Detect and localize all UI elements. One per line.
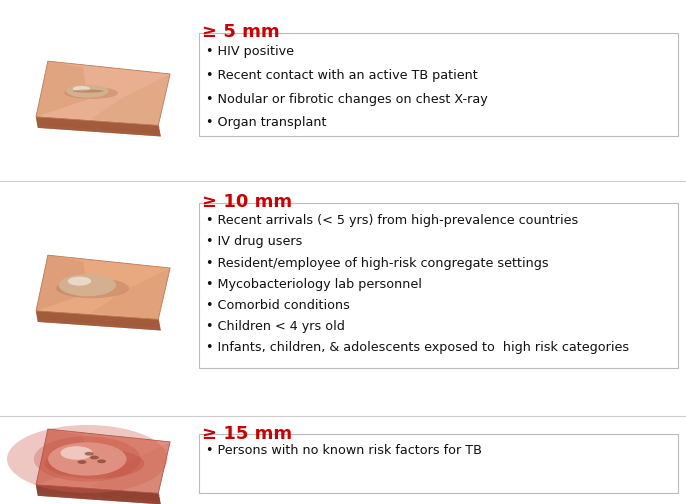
Polygon shape [36, 117, 161, 137]
FancyBboxPatch shape [199, 203, 678, 368]
Ellipse shape [68, 277, 91, 286]
Ellipse shape [78, 460, 86, 464]
Polygon shape [36, 311, 161, 331]
Text: • Recent contact with an active TB patient: • Recent contact with an active TB patie… [206, 69, 477, 82]
Ellipse shape [97, 460, 106, 463]
Polygon shape [36, 117, 161, 128]
Ellipse shape [60, 446, 93, 460]
Polygon shape [36, 311, 161, 322]
Polygon shape [36, 485, 161, 496]
Polygon shape [36, 117, 161, 137]
Polygon shape [36, 485, 161, 501]
Polygon shape [91, 268, 170, 320]
Polygon shape [36, 117, 161, 131]
Polygon shape [36, 255, 170, 320]
Polygon shape [36, 117, 161, 134]
Polygon shape [36, 429, 87, 485]
Text: ≥ 5 mm: ≥ 5 mm [202, 23, 280, 41]
Text: • Persons with no known risk factors for TB: • Persons with no known risk factors for… [206, 444, 482, 457]
Polygon shape [36, 61, 87, 117]
Polygon shape [36, 429, 170, 493]
Polygon shape [91, 74, 170, 125]
Ellipse shape [58, 274, 116, 296]
FancyBboxPatch shape [199, 434, 678, 493]
Ellipse shape [56, 278, 129, 298]
Text: ≥ 10 mm: ≥ 10 mm [202, 193, 292, 211]
Ellipse shape [45, 449, 144, 479]
Text: • Resident/employee of high-risk congregate settings: • Resident/employee of high-risk congreg… [206, 257, 548, 270]
Text: • Organ transplant: • Organ transplant [206, 116, 327, 130]
Polygon shape [36, 485, 161, 504]
Ellipse shape [73, 90, 104, 93]
Polygon shape [36, 311, 161, 328]
Ellipse shape [90, 456, 99, 460]
Polygon shape [91, 442, 170, 493]
Text: • Recent arrivals (< 5 yrs) from high-prevalence countries: • Recent arrivals (< 5 yrs) from high-pr… [206, 214, 578, 227]
Polygon shape [36, 311, 161, 331]
Text: ≥ 15 mm: ≥ 15 mm [202, 425, 292, 443]
Polygon shape [36, 485, 161, 504]
Ellipse shape [73, 86, 90, 91]
FancyBboxPatch shape [199, 33, 678, 136]
Text: • IV drug users: • IV drug users [206, 235, 302, 248]
Ellipse shape [64, 87, 118, 99]
Text: • Children < 4 yrs old: • Children < 4 yrs old [206, 320, 344, 333]
Ellipse shape [84, 452, 93, 456]
Polygon shape [36, 255, 87, 311]
Ellipse shape [48, 443, 126, 476]
Ellipse shape [66, 85, 108, 98]
Polygon shape [36, 61, 170, 125]
Text: • Infants, children, & adolescents exposed to  high risk categories: • Infants, children, & adolescents expos… [206, 341, 629, 354]
Text: • Nodular or fibrotic changes on chest X-ray: • Nodular or fibrotic changes on chest X… [206, 93, 488, 106]
Text: • HIV positive: • HIV positive [206, 45, 294, 58]
Polygon shape [36, 485, 161, 499]
Text: • Comorbid conditions: • Comorbid conditions [206, 299, 350, 312]
Ellipse shape [7, 425, 167, 493]
Text: • Mycobacteriology lab personnel: • Mycobacteriology lab personnel [206, 278, 422, 291]
Ellipse shape [34, 436, 141, 482]
Polygon shape [36, 311, 161, 325]
